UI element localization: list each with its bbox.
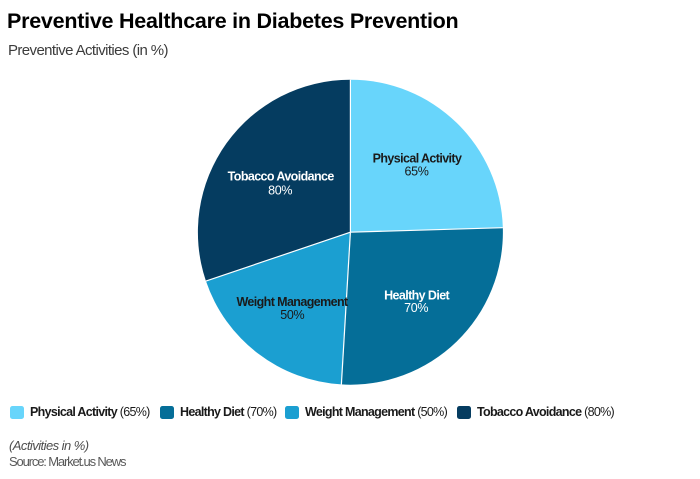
svg-text:80%: 80% xyxy=(268,184,292,198)
svg-text:50%: 50% xyxy=(280,308,304,322)
svg-text:65%: 65% xyxy=(404,164,428,178)
svg-text:Healthy Diet: Healthy Diet xyxy=(384,288,450,302)
svg-text:Tobacco Avoidance: Tobacco Avoidance xyxy=(228,170,335,184)
svg-text:70%: 70% xyxy=(404,301,428,315)
svg-text:Physical Activity: Physical Activity xyxy=(373,152,462,166)
svg-text:Weight Management: Weight Management xyxy=(236,295,349,309)
